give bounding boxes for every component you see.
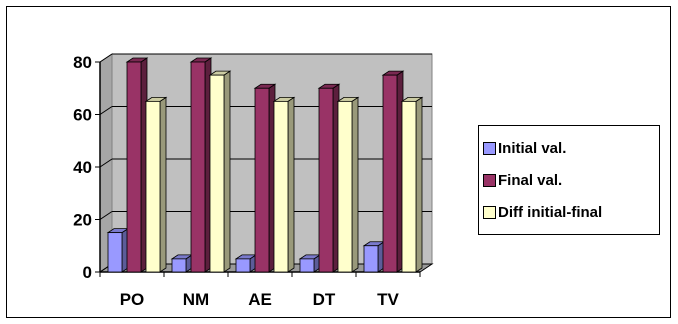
bar xyxy=(299,258,315,273)
bar xyxy=(126,61,142,273)
x-tick-label: PO xyxy=(120,290,145,309)
y-tick-label: 80 xyxy=(73,53,92,72)
y-tick-label: 0 xyxy=(83,263,92,282)
legend-swatch xyxy=(483,173,496,187)
bar xyxy=(145,100,161,273)
bar xyxy=(254,87,270,273)
bar xyxy=(382,74,398,273)
bar xyxy=(171,258,187,273)
legend-label: Diff initial-final xyxy=(498,203,603,221)
bar xyxy=(363,245,379,273)
bar xyxy=(318,87,334,273)
legend-label: Final val. xyxy=(498,171,563,189)
gridline-side xyxy=(99,106,113,115)
gridline-side xyxy=(99,211,113,220)
y-tick-label: 20 xyxy=(73,211,92,230)
bar-side xyxy=(159,96,167,273)
bar xyxy=(209,74,225,273)
legend-swatch xyxy=(483,205,496,219)
gridline-side xyxy=(99,158,113,168)
bar xyxy=(107,232,123,273)
bar-side xyxy=(415,96,423,273)
y-tick-label: 40 xyxy=(73,158,92,177)
bar xyxy=(190,61,206,273)
legend-item: Diff initial-final xyxy=(483,196,659,228)
bar xyxy=(235,258,251,273)
gridline-side xyxy=(99,53,113,63)
x-tick-label: AE xyxy=(248,290,272,309)
bar xyxy=(401,100,417,273)
bar xyxy=(337,100,353,273)
bar xyxy=(273,100,289,273)
bar-side xyxy=(223,70,231,273)
bar-side xyxy=(351,96,359,273)
legend-item: Final val. xyxy=(483,164,659,196)
legend: Initial val. Final val. Diff initial-final xyxy=(478,125,660,235)
legend-item: Initial val. xyxy=(483,132,659,164)
x-tick-label: TV xyxy=(377,290,399,309)
x-tick-label: DT xyxy=(313,290,336,309)
legend-swatch xyxy=(483,141,496,155)
x-tick-label: NM xyxy=(183,290,209,309)
legend-label: Initial val. xyxy=(498,139,567,157)
bar-side xyxy=(287,96,295,273)
y-tick-label: 60 xyxy=(73,106,92,125)
